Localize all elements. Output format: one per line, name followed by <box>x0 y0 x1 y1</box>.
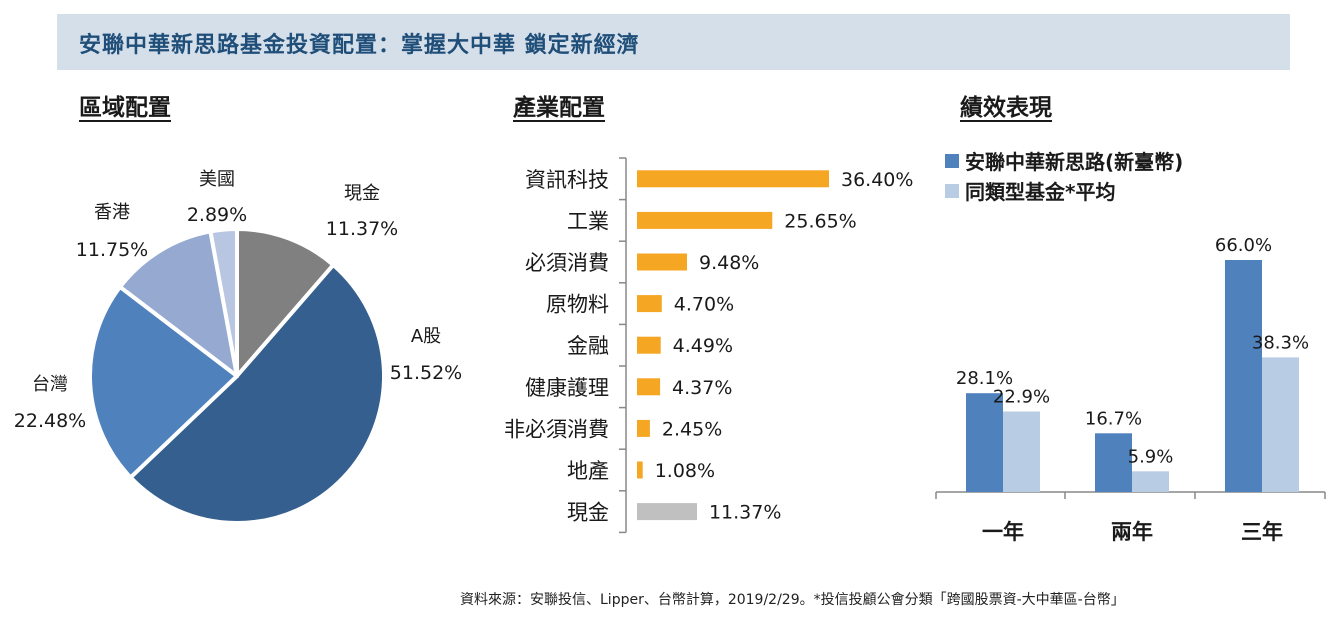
industry-category-label: 地產 <box>567 459 609 483</box>
pie-slice <box>128 262 386 526</box>
performance-bar <box>966 393 1003 492</box>
industry-category-label: 金融 <box>567 334 609 358</box>
title-banner: 安聯中華新思路基金投資配置：掌握大中華 鎖定新經濟 <box>57 14 1290 70</box>
industry-section-title: 產業配置 <box>513 95 605 121</box>
performance-bar <box>1003 411 1040 492</box>
pie-label: 台灣 <box>32 374 68 395</box>
performance-bar <box>1225 260 1262 492</box>
pie-label: A股 <box>411 326 441 347</box>
pie-value-label: 51.52% <box>390 362 462 384</box>
region-section-title: 區域配置 <box>79 95 171 121</box>
pie-value-label: 11.75% <box>76 239 148 261</box>
industry-category-label: 工業 <box>567 209 609 233</box>
industry-category-label: 原物料 <box>546 293 609 317</box>
industry-value-label: 9.48% <box>699 252 759 274</box>
legend-label: 同類型基金*平均 <box>965 180 1115 204</box>
industry-bar <box>637 336 661 354</box>
pie-value-label: 22.48% <box>14 410 86 432</box>
pie-label: 香港 <box>94 202 130 223</box>
pie-value-label: 11.37% <box>326 218 398 240</box>
industry-value-label: 25.65% <box>784 210 856 232</box>
pie-slice <box>208 227 239 378</box>
industry-category-label: 現金 <box>567 501 609 525</box>
performance-value-label: 16.7% <box>1085 408 1142 429</box>
performance-category-label: 三年 <box>1241 520 1283 544</box>
industry-bar <box>637 461 643 479</box>
performance-bar <box>1262 357 1299 492</box>
performance-category-label: 兩年 <box>1111 520 1153 544</box>
pie-slice <box>235 227 336 378</box>
performance-value-label: 22.9% <box>993 387 1050 408</box>
industry-value-label: 4.37% <box>672 377 732 399</box>
industry-bar <box>637 253 687 271</box>
industry-category-label: 資訊科技 <box>525 168 609 192</box>
industry-bar <box>637 419 650 437</box>
performance-value-label: 66.0% <box>1215 235 1272 256</box>
page-title: 安聯中華新思路基金投資配置：掌握大中華 鎖定新經濟 <box>79 33 640 58</box>
industry-value-label: 2.45% <box>662 418 722 440</box>
performance-category-label: 一年 <box>982 520 1024 544</box>
legend-swatch <box>945 184 959 198</box>
industry-value-label: 11.37% <box>709 502 781 524</box>
performance-value-label: 5.9% <box>1128 446 1174 467</box>
industry-bar <box>637 378 661 396</box>
industry-value-label: 4.49% <box>673 335 733 357</box>
industry-value-label: 36.40% <box>841 169 913 191</box>
pie-label: 美國 <box>199 169 235 190</box>
industry-value-label: 4.70% <box>674 294 734 316</box>
industry-bar <box>637 170 829 188</box>
industry-bar <box>637 211 773 229</box>
legend-label: 安聯中華新思路(新臺幣) <box>965 150 1183 174</box>
performance-bar <box>1095 433 1132 492</box>
pie-value-label: 2.89% <box>187 204 247 226</box>
source-note: 資料來源：安聯投信、Lipper、台幣計算，2019/2/29。*投信投顧公會分… <box>460 592 1125 608</box>
performance-value-label: 38.3% <box>1252 332 1309 353</box>
pie-slice <box>88 284 239 480</box>
performance-bar <box>1132 471 1169 492</box>
industry-category-label: 非必須消費 <box>504 417 609 441</box>
industry-bar <box>637 503 697 521</box>
pie-slice <box>118 229 239 378</box>
performance-section-title: 績效表現 <box>960 95 1052 121</box>
industry-category-label: 健康護理 <box>525 376 609 400</box>
pie-label: 現金 <box>344 183 380 204</box>
industry-bar <box>637 295 662 313</box>
industry-value-label: 1.08% <box>655 460 715 482</box>
legend-swatch <box>945 154 959 168</box>
industry-category-label: 必須消費 <box>525 251 609 275</box>
performance-value-label: 28.1% <box>956 368 1013 389</box>
